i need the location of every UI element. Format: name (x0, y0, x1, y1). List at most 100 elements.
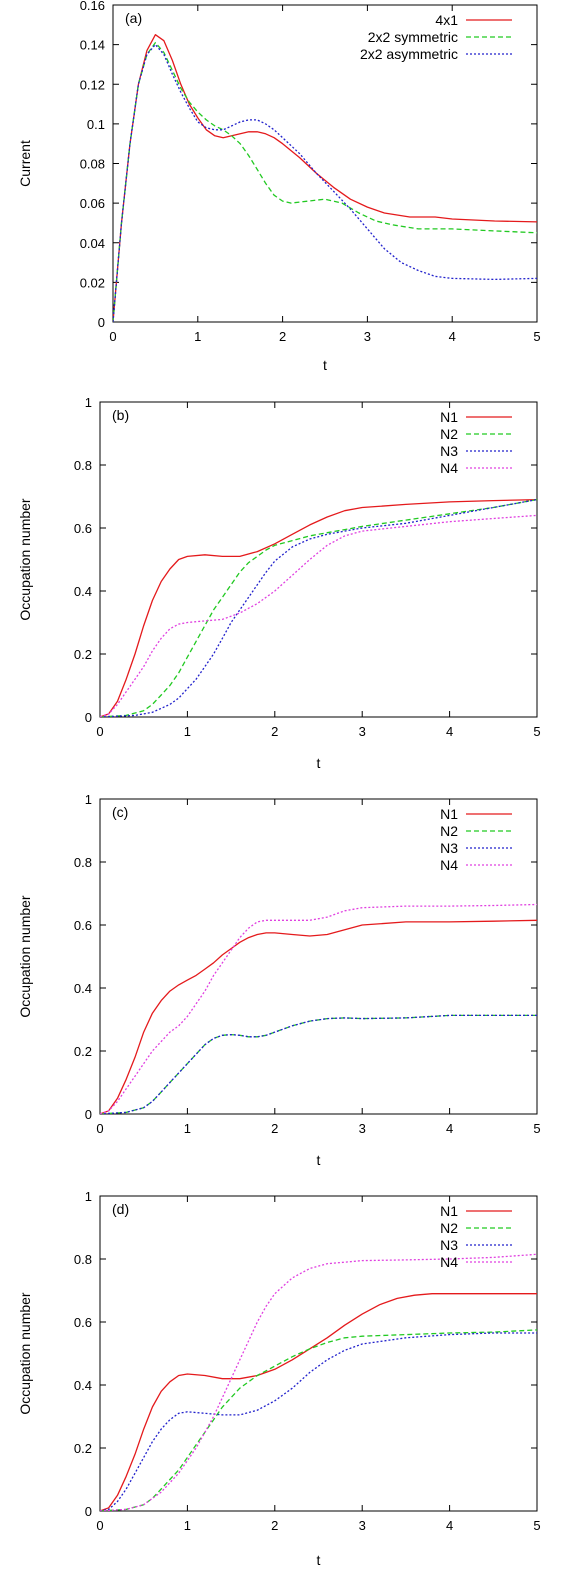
y-tick-label: 1 (85, 1189, 92, 1204)
y-tick-label: 0.02 (80, 275, 105, 290)
x-tick-label: 1 (184, 724, 191, 739)
series-line-n1 (100, 498, 537, 717)
legend-label: N1 (440, 1203, 458, 1219)
legend-label: N2 (440, 426, 458, 442)
x-tick-label: 1 (194, 329, 201, 344)
x-tick-label: 2 (279, 329, 286, 344)
y-tick-label: 0.6 (74, 1315, 92, 1330)
y-tick-label: 0.2 (74, 1044, 92, 1059)
x-tick-label: 3 (359, 1121, 366, 1136)
y-tick-label: 0.12 (80, 77, 105, 92)
x-tick-label: 3 (359, 724, 366, 739)
series-line-n4 (100, 1253, 537, 1511)
y-tick-label: 0.16 (80, 0, 105, 13)
x-tick-label: 1 (184, 1518, 191, 1533)
series-line-n4 (100, 903, 537, 1114)
chart-panel-3: 0 1 2 3 4 5 0 0.2 0.4 0.6 0.8 1 t Occupation number (c… (17, 792, 541, 1168)
panel-label: (c) (112, 804, 128, 820)
x-tick-label: 0 (96, 1121, 103, 1136)
legend-label: N2 (440, 1220, 458, 1236)
y-tick-label: 0 (85, 710, 92, 725)
x-tick-label: 5 (533, 1518, 540, 1533)
y-axis-label: Current (17, 140, 33, 187)
y-axis-label: Occupation number (17, 1292, 33, 1415)
x-tick-label: 0 (96, 724, 103, 739)
panel-label: (a) (125, 10, 142, 26)
x-tick-label: 4 (446, 724, 453, 739)
series-line-2x2-asymmetric (113, 43, 537, 322)
panel-label: (b) (112, 407, 129, 423)
y-tick-label: 0.8 (74, 855, 92, 870)
y-tick-label: 0.04 (80, 236, 105, 251)
legend-label: N3 (440, 1237, 458, 1253)
y-tick-label: 0.06 (80, 196, 105, 211)
x-tick-label: 2 (271, 724, 278, 739)
series-line-n1 (100, 1293, 537, 1511)
y-tick-label: 0.4 (74, 584, 92, 599)
y-tick-label: 0.8 (74, 1252, 92, 1267)
x-tick-label: 5 (533, 329, 540, 344)
legend-label: 4x1 (435, 12, 458, 28)
y-tick-label: 1 (85, 792, 92, 807)
x-tick-label: 0 (109, 329, 116, 344)
x-tick-label: 2 (271, 1121, 278, 1136)
x-tick-label: 4 (446, 1518, 453, 1533)
x-axis-label: t (323, 357, 327, 373)
series-line-n2 (100, 1014, 537, 1114)
x-axis-label: t (317, 1552, 321, 1568)
y-axis-label: Occupation number (17, 498, 33, 621)
series-line-n3 (100, 1014, 537, 1114)
y-tick-label: 0.4 (74, 981, 92, 996)
x-axis-label: t (317, 755, 321, 771)
y-tick-label: 0.1 (87, 117, 105, 132)
series-line-n4 (100, 514, 537, 717)
legend-label: N3 (440, 443, 458, 459)
plot-frame (99, 401, 538, 718)
legend-label: 2x2 symmetric (368, 29, 458, 45)
series-line-2x2-symmetric (113, 41, 537, 322)
plot-frame (112, 4, 538, 323)
series-line-4x1 (113, 34, 537, 322)
y-tick-label: 1 (85, 395, 92, 410)
legend-label: N4 (440, 460, 458, 476)
chart-panel-1: 0 1 2 3 4 5 0 0.02 0.04 0.06 0.08 0.1 0.12 0.14 0.16 t C… (17, 0, 541, 373)
series-line-n2 (100, 498, 537, 717)
x-tick-label: 3 (359, 1518, 366, 1533)
legend-label: N3 (440, 840, 458, 856)
y-tick-label: 0.2 (74, 1441, 92, 1456)
x-axis-label: t (317, 1152, 321, 1168)
x-tick-label: 4 (446, 1121, 453, 1136)
y-tick-label: 0.6 (74, 521, 92, 536)
legend-label: N2 (440, 823, 458, 839)
x-tick-label: 0 (96, 1518, 103, 1533)
x-tick-label: 2 (271, 1518, 278, 1533)
legend-label: N4 (440, 857, 458, 873)
y-tick-label: 0 (98, 315, 105, 330)
legend-label: N1 (440, 409, 458, 425)
legend-label: 2x2 asymmetric (360, 46, 458, 62)
x-tick-label: 3 (364, 329, 371, 344)
series-line-n3 (100, 1332, 537, 1511)
y-tick-label: 0.8 (74, 458, 92, 473)
y-tick-label: 0.2 (74, 647, 92, 662)
chart-panel-2: 0 1 2 3 4 5 0 0.2 0.4 0.6 0.8 1 t Occupation number (b… (17, 395, 541, 771)
y-tick-label: 0.4 (74, 1378, 92, 1393)
series-line-n1 (100, 919, 537, 1114)
series-line-n3 (100, 498, 537, 717)
panel-label: (d) (112, 1201, 129, 1217)
y-axis-label: Occupation number (17, 895, 33, 1018)
y-tick-label: 0.08 (80, 157, 105, 172)
x-tick-label: 1 (184, 1121, 191, 1136)
y-tick-label: 0 (85, 1504, 92, 1519)
series-line-n2 (100, 1329, 537, 1511)
y-tick-label: 0.6 (74, 918, 92, 933)
x-tick-label: 5 (533, 724, 540, 739)
x-tick-label: 5 (533, 1121, 540, 1136)
y-tick-label: 0.14 (80, 38, 105, 53)
legend-label: N4 (440, 1254, 458, 1270)
legend-label: N1 (440, 806, 458, 822)
y-tick-label: 0 (85, 1107, 92, 1122)
x-tick-label: 4 (449, 329, 456, 344)
plot-frame (99, 798, 538, 1115)
